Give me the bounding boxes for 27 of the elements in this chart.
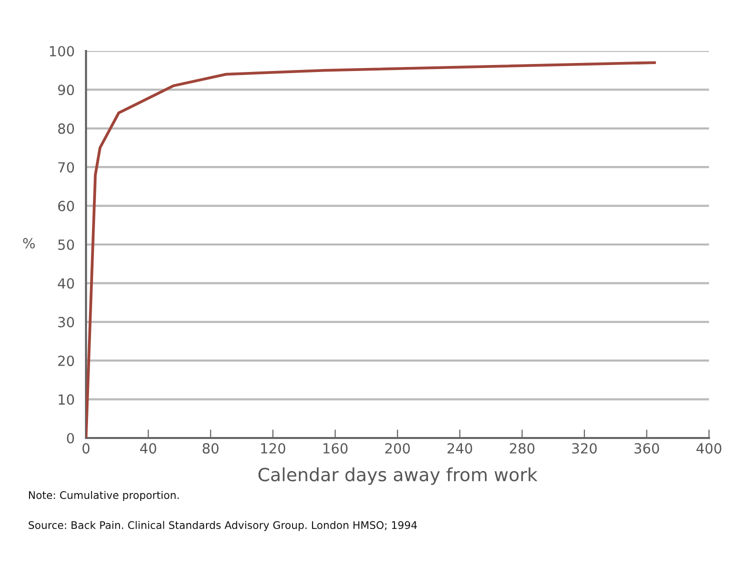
y-tick-label: 80	[58, 123, 74, 134]
y-tick-label: 40	[58, 278, 74, 289]
x-axis-title: Calendar days away from work	[258, 467, 538, 485]
x-tick-label: 280	[510, 443, 534, 454]
x-tick-label: 160	[323, 443, 348, 454]
y-tick-label: 10	[58, 394, 74, 405]
y-axis-title: %	[23, 238, 35, 249]
x-tick-label: 360	[634, 443, 660, 454]
y-tick-label: 0	[66, 432, 74, 444]
text: Note: Cumulative proportion.	[29, 490, 179, 502]
x-tick-label: 80	[202, 443, 219, 454]
y-tick-label: 70	[58, 162, 74, 173]
source-note: Source: Back Pain. Clinical Standards Advisory Group. London HMSO; 1994	[28, 520, 417, 532]
y-tick-label: 50	[58, 239, 74, 250]
x-tick-label: 40	[140, 443, 156, 454]
x-tick-label: 320	[572, 443, 597, 454]
x-tick-label: 120	[261, 443, 286, 454]
y-tick-label: 90	[58, 84, 74, 96]
line-series	[86, 61, 656, 438]
x-tick-label: 240	[448, 443, 472, 454]
x-tick-label: 0	[82, 443, 90, 454]
y-tick-label: 100	[50, 46, 74, 56]
y-tick-label: 30	[58, 316, 74, 328]
y-tick-label: 60	[58, 200, 74, 212]
y-tick-label: 20	[58, 356, 74, 366]
x-tick-label: 400	[696, 443, 722, 454]
x-tick-label: 200	[385, 443, 410, 454]
